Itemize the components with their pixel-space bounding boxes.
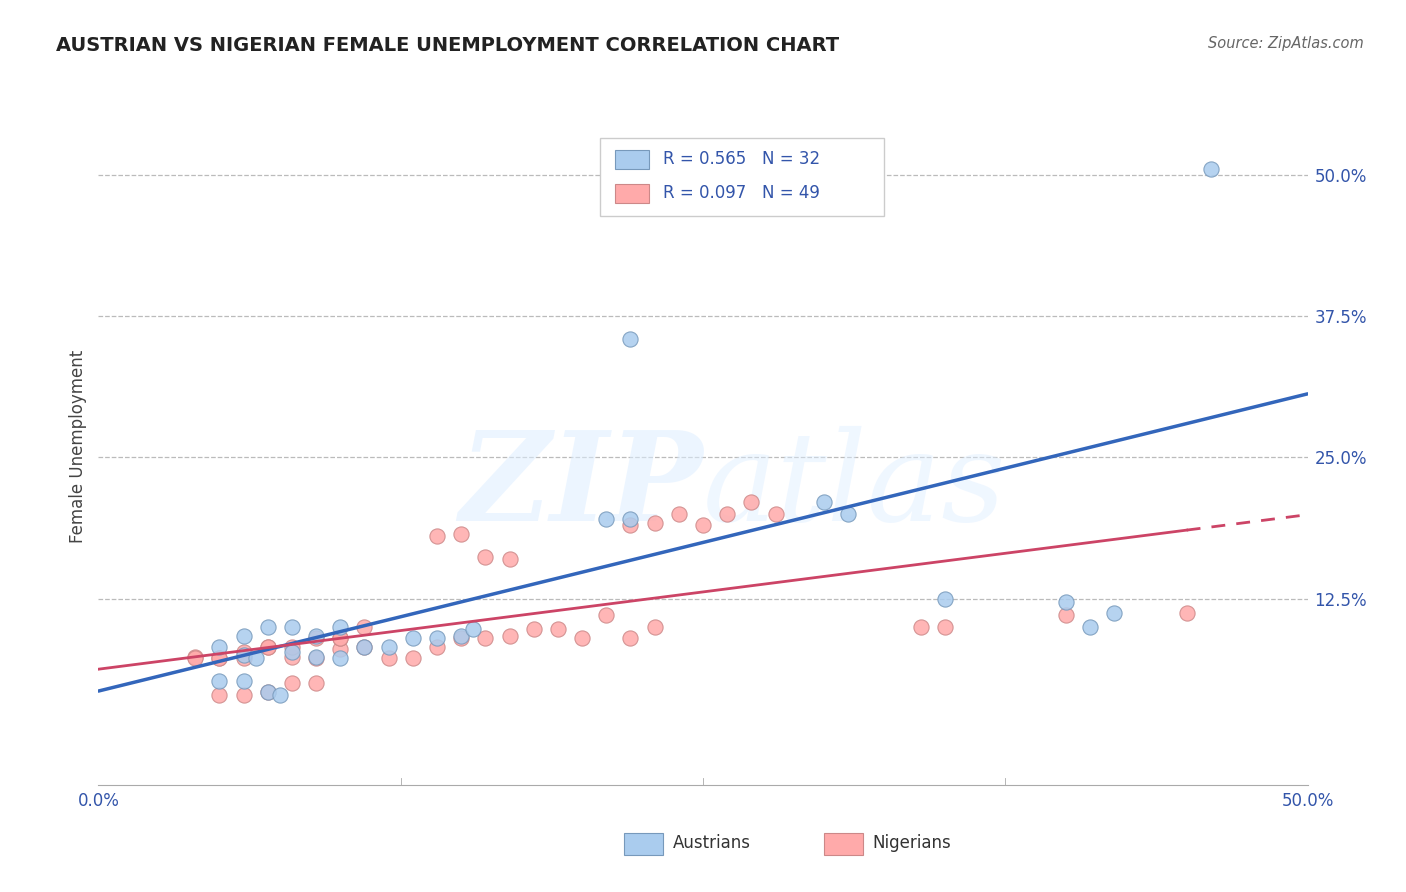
Point [377, 651, 399, 665]
Point [184, 651, 207, 665]
Point [1102, 606, 1125, 620]
Point [329, 651, 352, 665]
Point [426, 529, 449, 543]
Point [619, 512, 641, 526]
Point [305, 650, 328, 665]
Point [281, 640, 304, 654]
Point [619, 631, 641, 645]
FancyBboxPatch shape [614, 150, 648, 169]
Point [402, 651, 425, 665]
Point [353, 640, 375, 654]
Text: ZIP: ZIP [460, 425, 703, 548]
Point [1199, 162, 1222, 177]
Point [450, 631, 472, 645]
Point [256, 640, 278, 654]
Point [463, 622, 485, 636]
Point [208, 688, 231, 702]
Point [281, 676, 304, 690]
Point [910, 620, 932, 634]
Point [305, 631, 328, 645]
Text: AUSTRIAN VS NIGERIAN FEMALE UNEMPLOYMENT CORRELATION CHART: AUSTRIAN VS NIGERIAN FEMALE UNEMPLOYMENT… [56, 36, 839, 54]
Point [353, 620, 375, 634]
Point [837, 507, 859, 521]
Point [1175, 606, 1198, 620]
Point [281, 620, 304, 634]
Point [498, 552, 520, 566]
Point [329, 631, 352, 645]
Point [402, 631, 425, 645]
Point [208, 673, 231, 688]
Point [232, 651, 254, 665]
Text: Austrians: Austrians [672, 834, 751, 852]
Point [256, 685, 278, 699]
Point [208, 651, 231, 665]
Point [232, 673, 254, 688]
Point [716, 507, 738, 521]
Point [595, 512, 617, 526]
Point [765, 507, 787, 521]
FancyBboxPatch shape [614, 184, 648, 202]
Point [619, 518, 641, 533]
Point [450, 629, 472, 643]
Point [1054, 595, 1077, 609]
Point [184, 650, 207, 665]
Point [329, 631, 352, 645]
Y-axis label: Female Unemployment: Female Unemployment [69, 350, 87, 542]
Point [305, 629, 328, 643]
Point [232, 645, 254, 659]
Point [668, 507, 690, 521]
Point [523, 622, 546, 636]
Point [256, 685, 278, 699]
Point [934, 620, 956, 634]
Point [692, 518, 714, 533]
Point [474, 549, 496, 564]
FancyBboxPatch shape [824, 833, 863, 855]
Point [426, 631, 449, 645]
Text: R = 0.565   N = 32: R = 0.565 N = 32 [664, 150, 820, 169]
Point [595, 608, 617, 623]
Point [305, 676, 328, 690]
Point [813, 495, 835, 509]
Text: Source: ZipAtlas.com: Source: ZipAtlas.com [1208, 36, 1364, 51]
Text: Nigerians: Nigerians [872, 834, 950, 852]
Point [208, 640, 231, 654]
Point [571, 631, 593, 645]
Point [644, 516, 666, 530]
Point [256, 620, 278, 634]
Point [474, 631, 496, 645]
Point [353, 640, 375, 654]
Point [426, 640, 449, 654]
Point [281, 650, 304, 665]
FancyBboxPatch shape [624, 833, 664, 855]
Text: atlas: atlas [703, 425, 1007, 548]
Point [232, 629, 254, 643]
Point [281, 645, 304, 659]
Point [232, 688, 254, 702]
Point [547, 622, 569, 636]
Point [619, 332, 641, 346]
Point [256, 640, 278, 654]
Point [498, 629, 520, 643]
Point [1078, 620, 1101, 634]
Point [1054, 608, 1077, 623]
Point [644, 620, 666, 634]
Point [232, 648, 254, 662]
Point [329, 642, 352, 657]
Point [208, 651, 231, 665]
Point [765, 179, 787, 194]
Point [245, 651, 267, 665]
FancyBboxPatch shape [600, 137, 884, 216]
Text: R = 0.097   N = 49: R = 0.097 N = 49 [664, 184, 820, 202]
Point [329, 620, 352, 634]
Point [450, 527, 472, 541]
Point [305, 651, 328, 665]
Point [740, 495, 762, 509]
Point [934, 591, 956, 606]
Point [377, 640, 399, 654]
Point [269, 688, 291, 702]
